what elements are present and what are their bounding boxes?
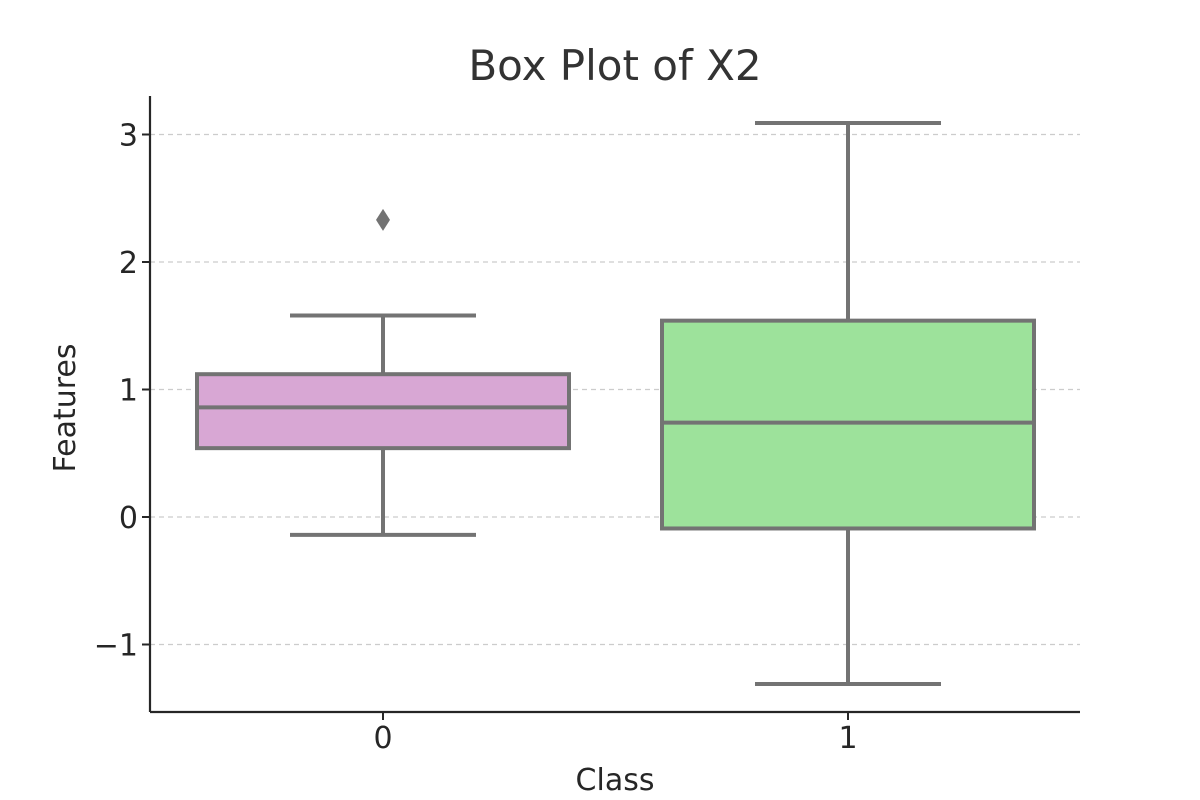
y-tick-label: 1: [119, 374, 138, 409]
x-tick-label: 1: [838, 721, 857, 756]
x-tick-label: 0: [373, 721, 392, 756]
y-axis-ticks: −1 0 1 2 3: [94, 119, 150, 664]
outlier-point: [376, 208, 390, 231]
box-class-1: [660, 121, 1036, 687]
box-series: [195, 121, 1036, 687]
box-class-0: [195, 208, 571, 537]
y-tick-label: 0: [119, 501, 138, 536]
iqr-box: [195, 372, 571, 451]
y-tick-label: 3: [119, 119, 138, 154]
chart-title: Box Plot of X2: [468, 41, 761, 90]
y-axis-label: Features: [48, 344, 83, 473]
x-axis-label: Class: [576, 763, 655, 798]
y-tick-label: −1: [94, 629, 138, 664]
y-tick-label: 2: [119, 246, 138, 281]
